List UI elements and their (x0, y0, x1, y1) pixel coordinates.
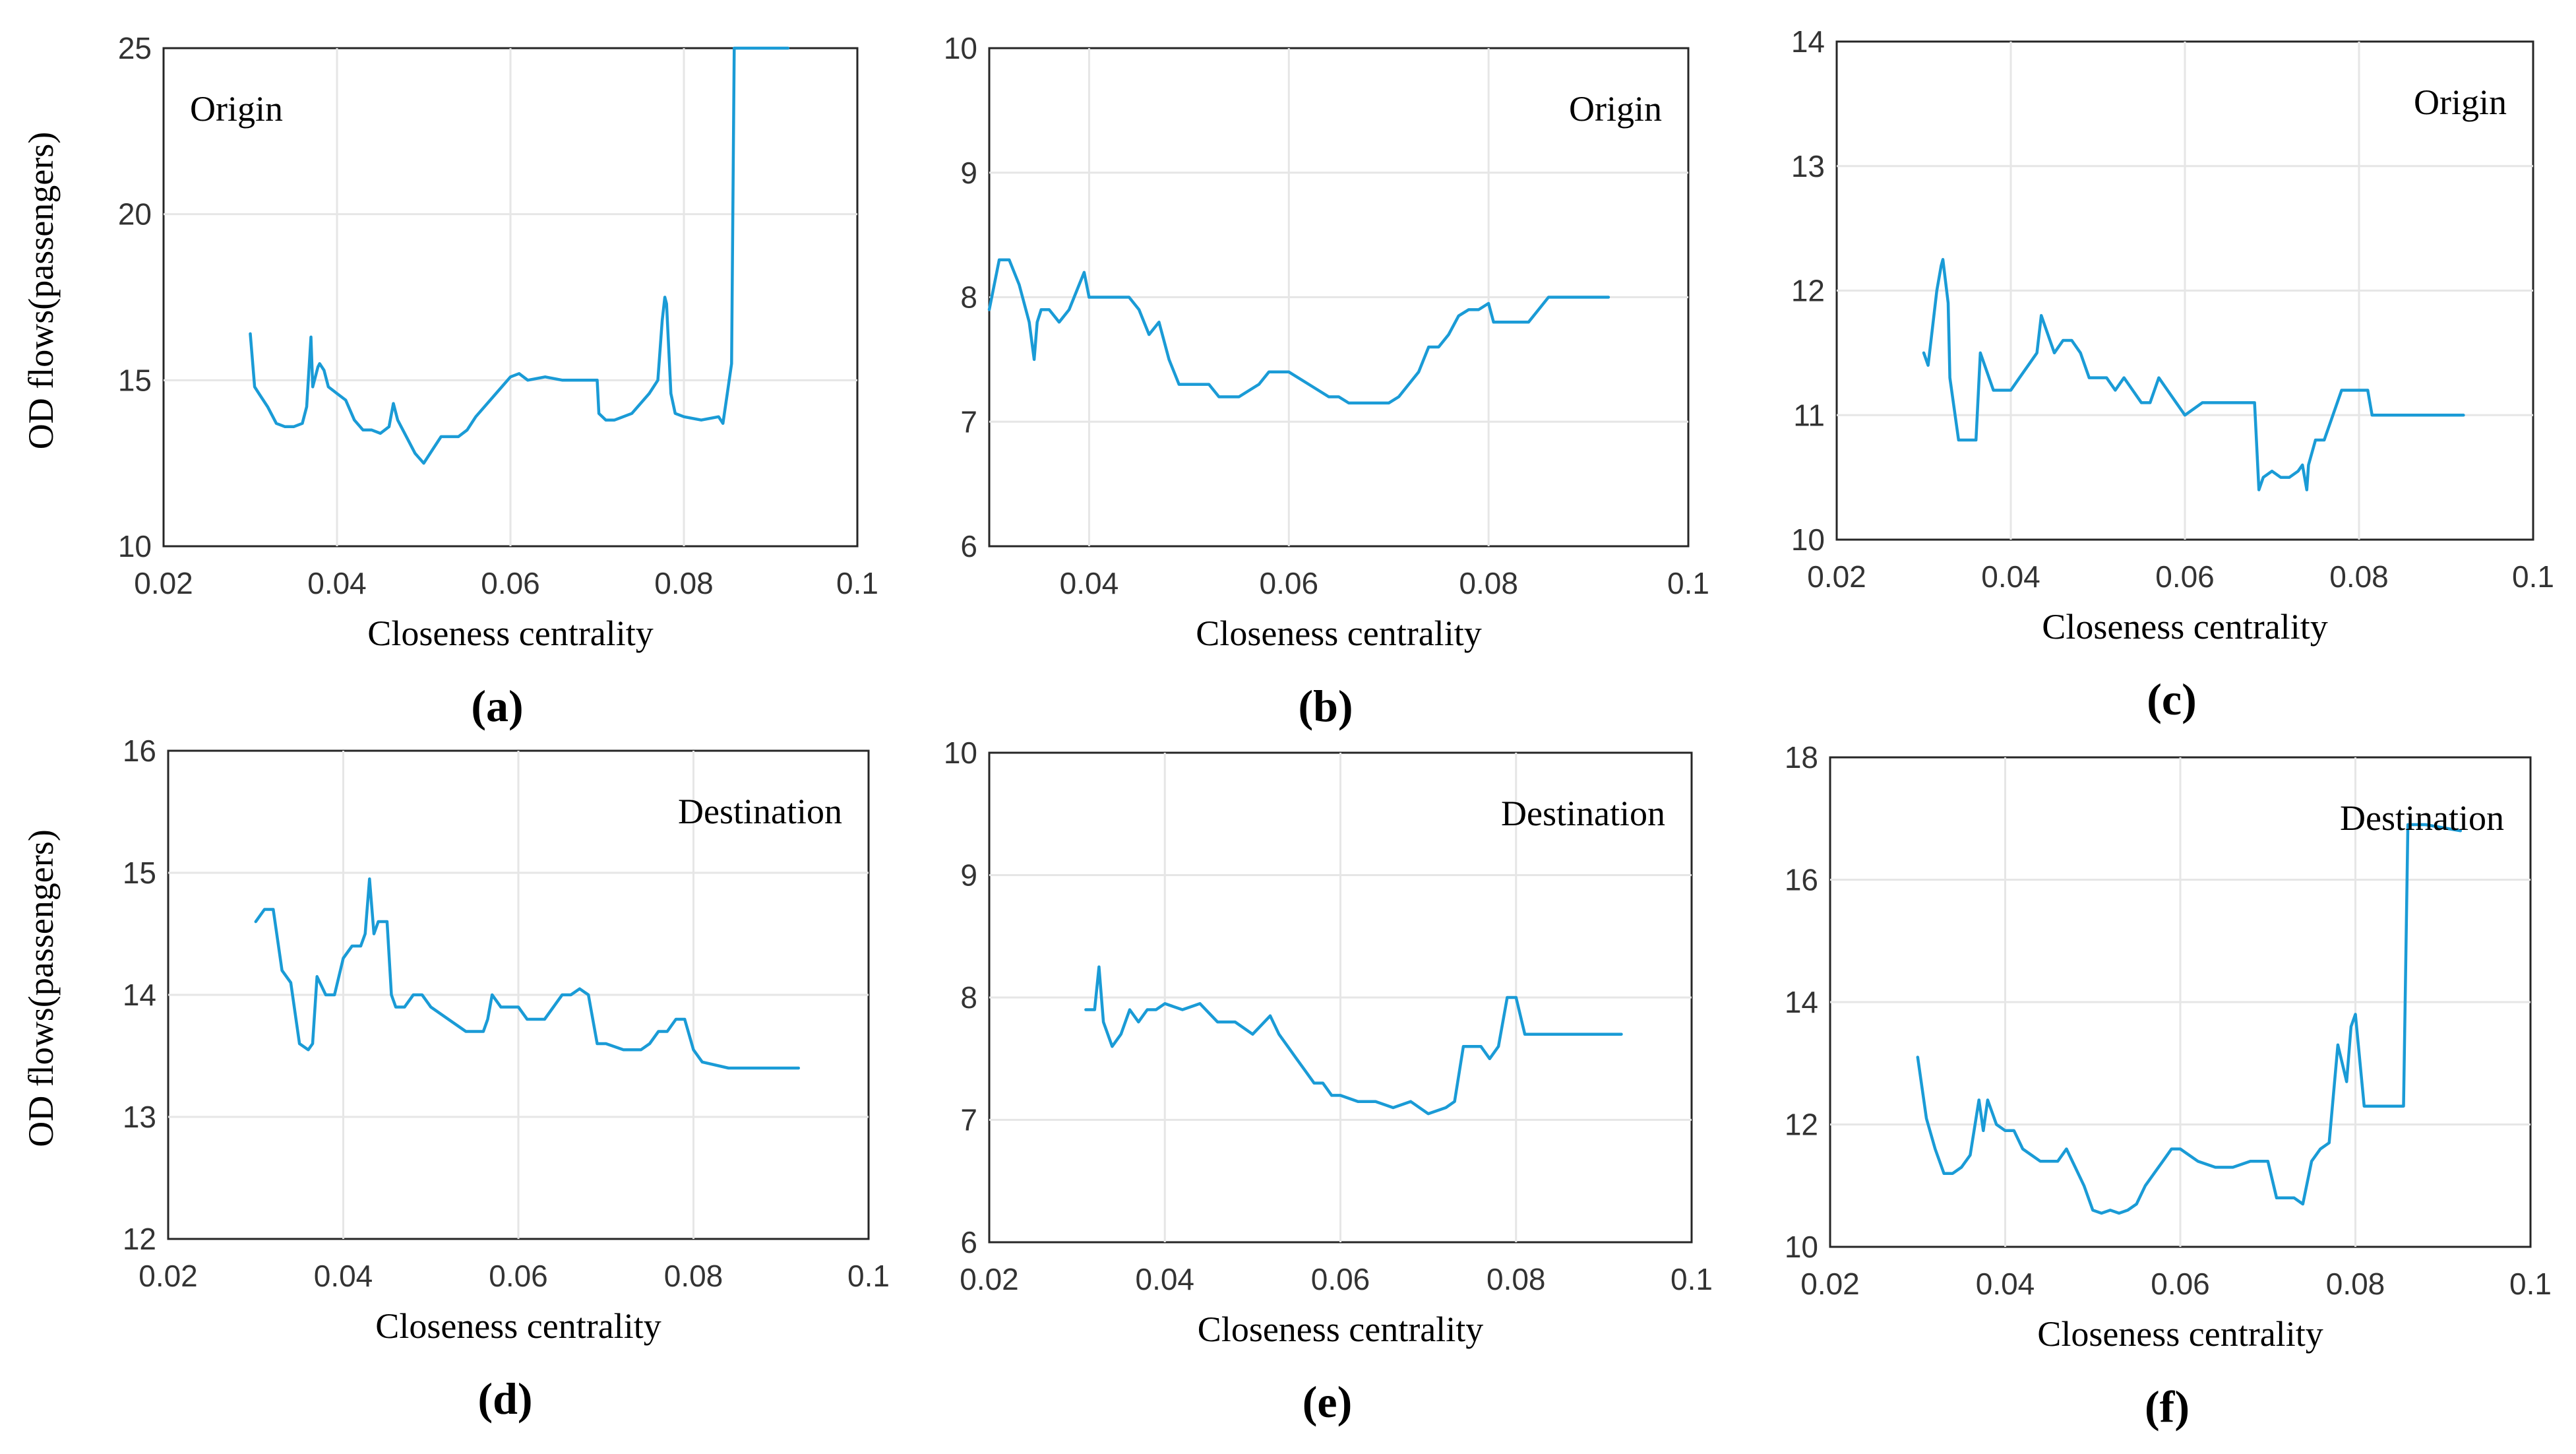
x-axis-label: Closeness centrality (375, 1306, 661, 1346)
y-tick-label: 14 (1785, 985, 1818, 1019)
x-axis-label: Closeness centrality (1198, 1310, 1483, 1349)
panel-label: (e) (1303, 1377, 1352, 1427)
annotation-label: Destination (678, 792, 842, 831)
x-tick-label: 0.08 (1459, 566, 1518, 600)
x-tick-label: 0.02 (1807, 559, 1866, 594)
annotation-label: Destination (1501, 794, 1665, 833)
x-tick-label: 0.1 (2509, 1267, 2552, 1301)
x-tick-label: 0.1 (1667, 566, 1709, 600)
y-tick-label: 16 (123, 734, 156, 768)
y-tick-label: 8 (960, 980, 977, 1015)
y-tick-label: 7 (960, 1103, 977, 1137)
panel-label: (f) (2145, 1381, 2190, 1432)
panel-label: (c) (2147, 674, 2196, 724)
x-tick-label: 0.1 (836, 566, 878, 600)
annotation-label: Origin (190, 89, 283, 129)
x-axis-label: Closeness centrality (2037, 1314, 2323, 1354)
chart-panel: 0.02 0.04 0.06 0.08 0.1 12 13 14 15 16 Destination… (21, 734, 890, 1424)
x-tick-label: 0.04 (307, 566, 367, 600)
series-line (1922, 258, 2465, 491)
annotation-label: Origin (2414, 82, 2507, 122)
y-tick-label: 16 (1785, 863, 1818, 897)
panel-label: (b) (1298, 681, 1353, 731)
series-line (1916, 823, 2463, 1215)
y-axis-label: OD flows(passengers) (21, 132, 61, 449)
y-tick-label: 13 (1791, 149, 1825, 183)
y-tick-label: 12 (1785, 1108, 1818, 1142)
x-tick-label: 0.08 (664, 1259, 723, 1293)
y-tick-label: 15 (123, 856, 156, 890)
x-tick-label: 0.04 (1981, 559, 2040, 594)
y-tick-label: 9 (960, 858, 977, 893)
x-axis-label: Closeness centrality (2042, 607, 2327, 647)
y-tick-label: 7 (960, 404, 977, 439)
y-tick-label: 14 (123, 978, 156, 1012)
x-tick-label: 0.06 (481, 566, 540, 600)
x-tick-label: 0.02 (134, 566, 193, 600)
x-tick-label: 0.06 (489, 1259, 548, 1293)
y-axis-label: OD flows(passengers) (21, 829, 61, 1147)
series-line (987, 258, 1610, 405)
x-tick-label: 0.06 (2151, 1267, 2210, 1301)
x-tick-label: 0.08 (654, 566, 714, 600)
x-tick-label: 0.08 (2329, 559, 2389, 594)
y-tick-label: 14 (1791, 24, 1825, 59)
chart-panel: 0.02 0.04 0.06 0.08 0.1 10 15 20 25 Origin Closene… (21, 31, 878, 731)
x-tick-label: 0.1 (847, 1259, 890, 1293)
x-tick-label: 0.04 (1060, 566, 1119, 600)
y-tick-label: 10 (1791, 522, 1825, 557)
y-tick-label: 18 (1785, 740, 1818, 774)
annotation-label: Destination (2340, 798, 2504, 838)
y-tick-label: 12 (123, 1222, 156, 1256)
x-tick-label: 0.06 (1311, 1262, 1370, 1296)
x-tick-label: 0.06 (2155, 559, 2215, 594)
y-tick-label: 6 (960, 1225, 977, 1259)
panel-label: (a) (471, 681, 523, 731)
y-tick-label: 10 (944, 736, 977, 770)
y-tick-label: 12 (1791, 274, 1825, 308)
series-line (254, 877, 801, 1070)
y-tick-label: 8 (960, 280, 977, 315)
annotation-label: Origin (1569, 89, 1662, 129)
y-tick-label: 11 (1793, 398, 1825, 432)
x-tick-label: 0.04 (1135, 1262, 1194, 1296)
x-tick-label: 0.08 (1487, 1262, 1546, 1296)
y-tick-label: 10 (1785, 1230, 1818, 1264)
y-tick-label: 20 (118, 197, 152, 232)
series-line (1084, 965, 1623, 1116)
x-tick-label: 0.1 (1671, 1262, 1713, 1296)
x-axis-label: Closeness centrality (367, 614, 653, 653)
y-tick-label: 10 (118, 529, 152, 563)
x-tick-label: 0.02 (1800, 1267, 1860, 1301)
y-tick-label: 9 (960, 156, 977, 190)
x-tick-label: 0.04 (314, 1259, 373, 1293)
x-tick-label: 0.1 (2512, 559, 2554, 594)
x-tick-label: 0.04 (1976, 1267, 2035, 1301)
chart-panel: 0.02 0.04 0.06 0.08 0.1 6 7 8 9 10 Destination Clos… (944, 736, 1713, 1427)
x-tick-label: 0.06 (1260, 566, 1319, 600)
x-axis-label: Closeness centrality (1196, 614, 1481, 653)
y-tick-label: 10 (944, 31, 977, 65)
series-line (249, 46, 790, 465)
y-tick-label: 6 (960, 529, 977, 563)
y-tick-label: 13 (123, 1100, 156, 1134)
chart-panel: 0.02 0.04 0.06 0.08 0.1 10 12 14 16 18 Destination… (1785, 740, 2552, 1432)
x-tick-label: 0.02 (960, 1262, 1019, 1296)
chart-panel: 0.02 0.04 0.06 0.08 0.1 10 11 12 13 14 Origin Close… (1791, 24, 2554, 724)
panel-label: (d) (477, 1374, 532, 1424)
x-tick-label: 0.02 (138, 1259, 198, 1293)
y-tick-label: 25 (118, 31, 152, 65)
x-tick-label: 0.08 (2326, 1267, 2385, 1301)
y-tick-label: 15 (118, 363, 152, 397)
chart-panel: 0.04 0.06 0.08 0.1 6 7 8 9 10 Origin Closeness cen… (944, 31, 1709, 731)
